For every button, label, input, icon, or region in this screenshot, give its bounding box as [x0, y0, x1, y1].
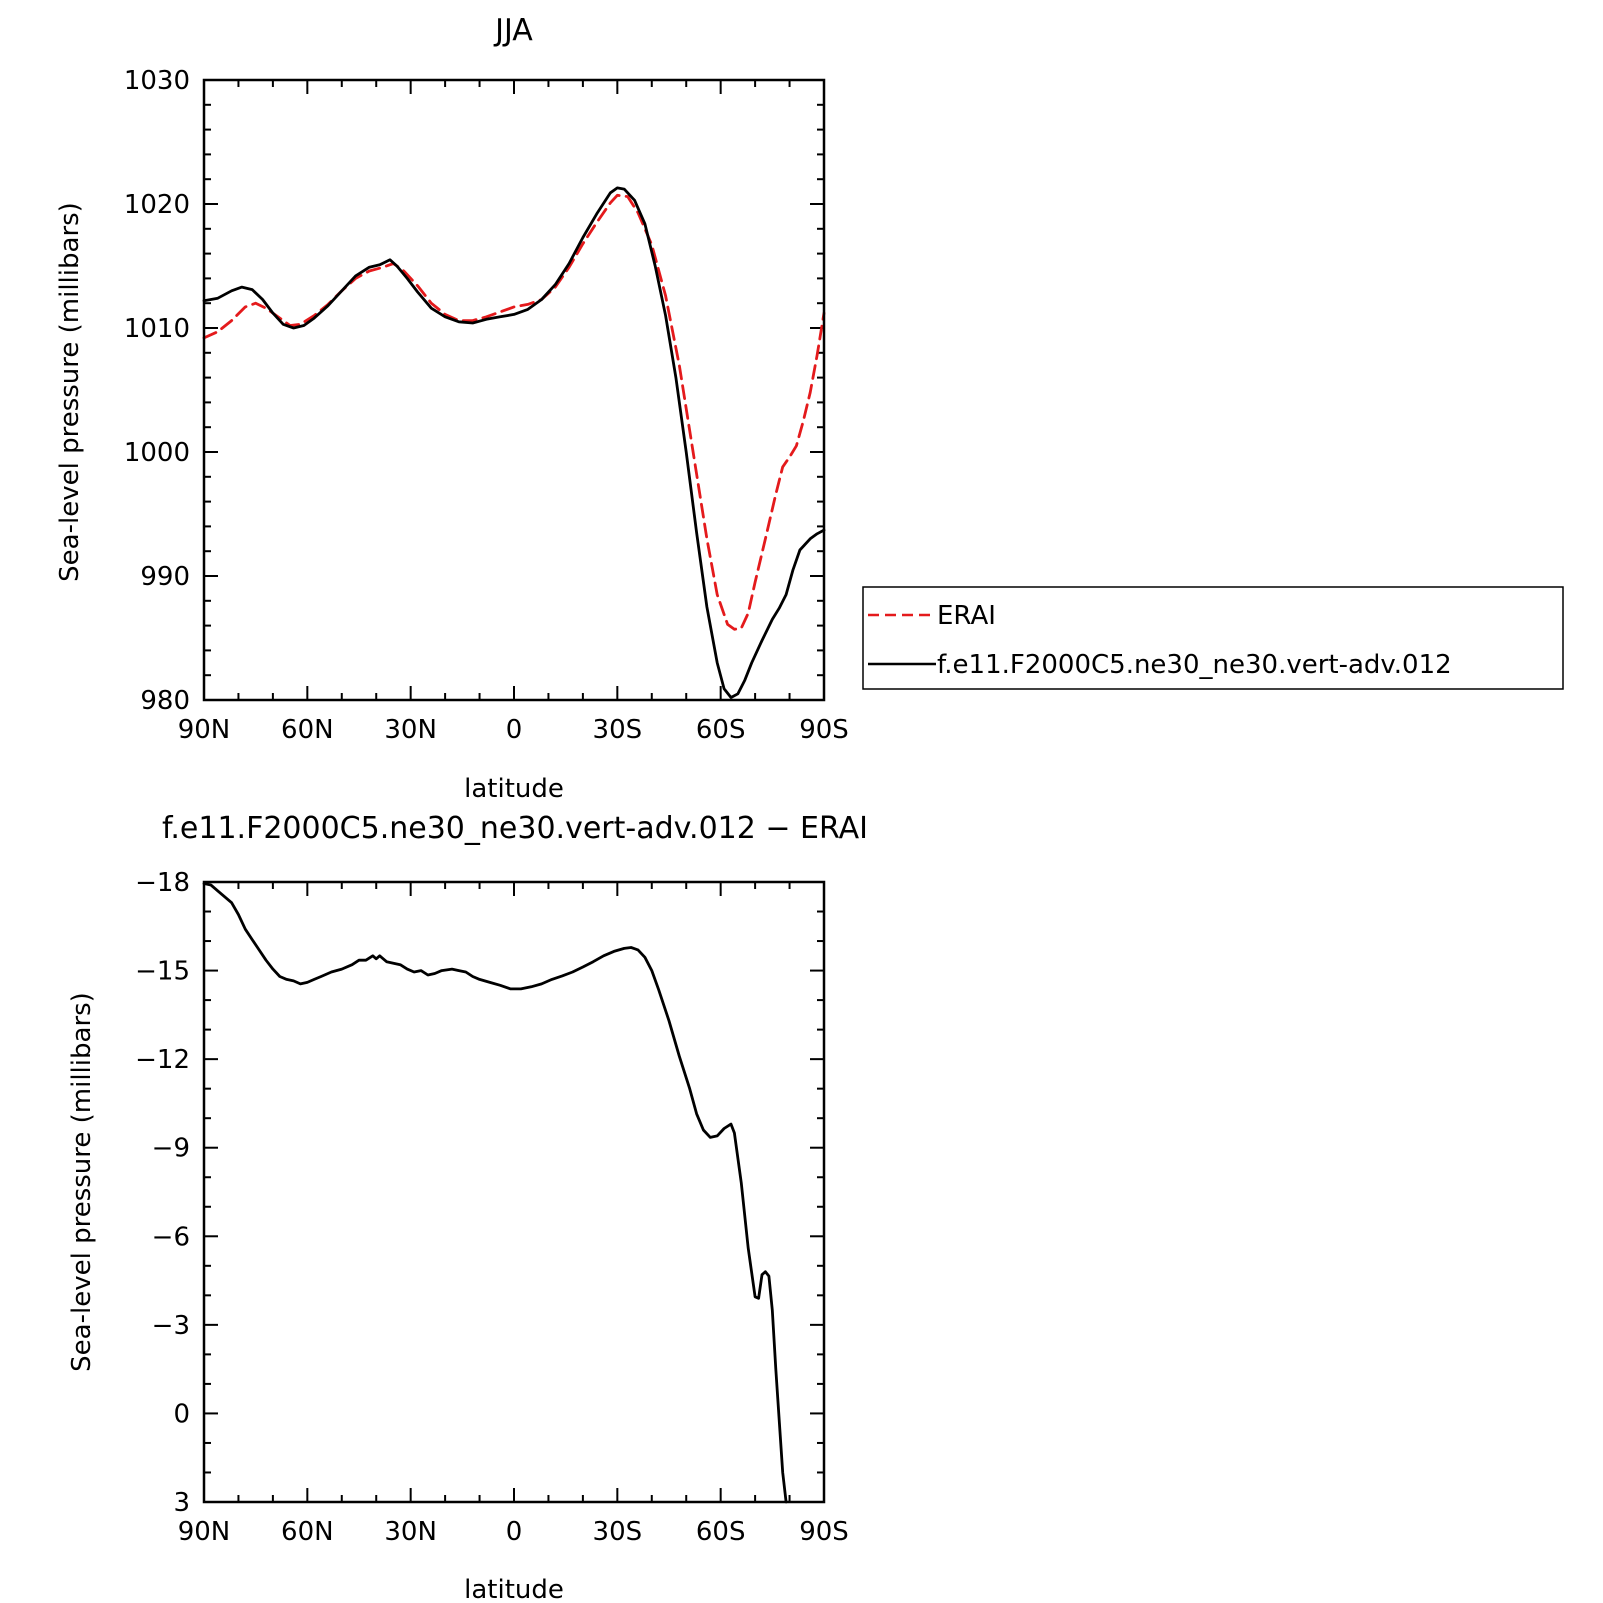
top-series-line-erai — [202, 193, 826, 631]
top-panel: JJA Sea-level pressure (millibars) latit… — [55, 13, 849, 804]
top-y-tick-label: 1020 — [124, 190, 190, 220]
top-y-tick-label: 980 — [140, 686, 190, 716]
top-series-lines — [202, 186, 826, 699]
bottom-y-tick-label: −6 — [152, 1222, 190, 1252]
legend-label-model: f.e11.F2000C5.ne30_ne30.vert-adv.012 — [937, 650, 1452, 680]
bottom-y-tick-label: −18 — [135, 868, 190, 898]
top-x-tick-label: 90S — [799, 715, 849, 745]
bottom-y-tick-label: −3 — [152, 1311, 190, 1341]
bottom-series-line-0 — [202, 882, 788, 1504]
top-x-tick-label: 0 — [506, 715, 523, 745]
bottom-x-tick-label: 90S — [799, 1517, 849, 1547]
bottom-y-axis-label: Sea-level pressure (millibars) — [67, 992, 97, 1372]
top-x-tick-label: 90N — [178, 715, 231, 745]
top-y-tick-label: 1000 — [124, 438, 190, 468]
bottom-y-tick-label: −15 — [135, 957, 190, 987]
top-x-tick-label: 60S — [696, 715, 746, 745]
bottom-ticks: 90N 60N 30N 0 30S 60S 90S 3 0 −3 −6 −9 −12 −15 −18 — [135, 868, 849, 1547]
top-chart-title: JJA — [493, 13, 533, 48]
top-y-tick-label: 990 — [140, 562, 190, 592]
top-ticks: 90N 60N 30N 0 30S 60S 90S 980 990 1000 1010 1020 103… — [124, 66, 849, 745]
bottom-plot-frame — [202, 880, 826, 1504]
bottom-y-tick-label: 3 — [173, 1488, 190, 1518]
bottom-x-tick-label: 30N — [384, 1517, 437, 1547]
bottom-x-axis-label: latitude — [464, 1575, 564, 1603]
bottom-panel: f.e11.F2000C5.ne30_ne30.vert-adv.012 − E… — [67, 811, 868, 1603]
bottom-x-tick-label: 90N — [178, 1517, 231, 1547]
legend-label-erai: ERAI — [937, 601, 996, 631]
bottom-y-tick-label: −9 — [152, 1134, 190, 1164]
top-y-axis-label: Sea-level pressure (millibars) — [55, 202, 85, 582]
bottom-series-lines — [202, 882, 788, 1504]
bottom-x-tick-label: 30S — [593, 1517, 643, 1547]
bottom-chart-title: f.e11.F2000C5.ne30_ne30.vert-adv.012 − E… — [162, 811, 868, 846]
top-x-tick-label: 60N — [281, 715, 334, 745]
bottom-x-tick-label: 0 — [506, 1517, 523, 1547]
top-x-tick-label: 30S — [593, 715, 643, 745]
legend: ERAI f.e11.F2000C5.ne30_ne30.vert-adv.01… — [862, 586, 1564, 690]
bottom-x-tick-label: 60N — [281, 1517, 334, 1547]
top-x-tick-label: 30N — [384, 715, 437, 745]
bottom-x-tick-label: 60S — [696, 1517, 746, 1547]
top-plot-frame — [202, 78, 826, 702]
top-series-line-f-e11-f2000c5-ne30-ne30-vert-adv-012 — [202, 186, 826, 699]
bottom-y-tick-label: −12 — [135, 1045, 190, 1075]
top-x-axis-label: latitude — [464, 774, 564, 804]
top-y-tick-label: 1030 — [124, 66, 190, 96]
legend-box — [862, 586, 1564, 690]
top-y-tick-label: 1010 — [124, 314, 190, 344]
bottom-y-tick-label: 0 — [173, 1399, 190, 1429]
